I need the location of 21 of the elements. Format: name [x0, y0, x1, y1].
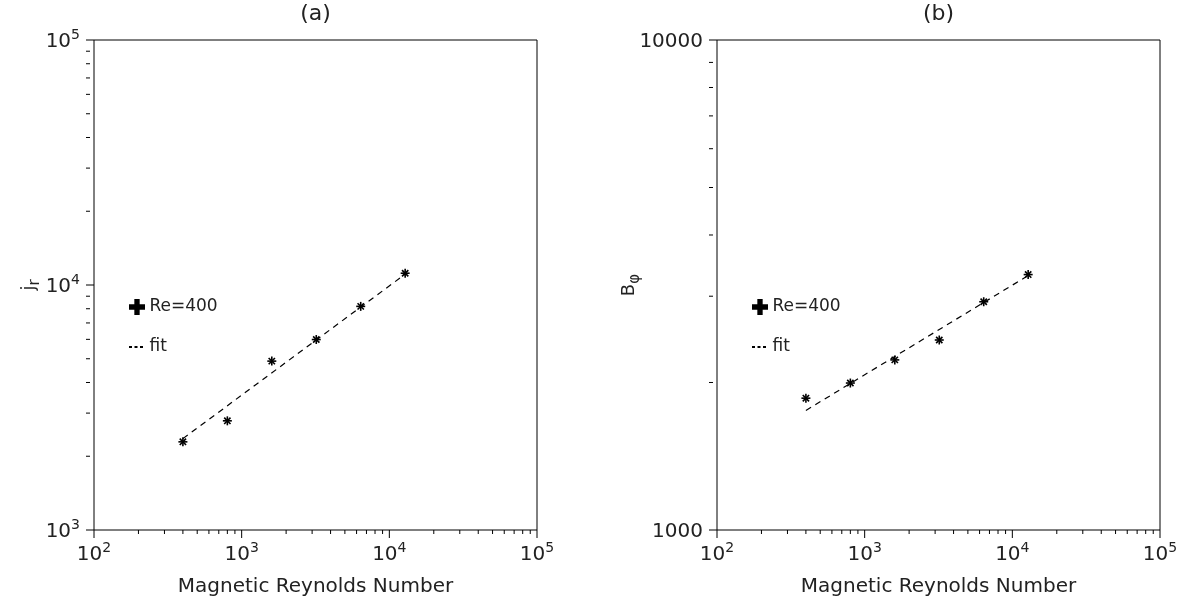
chart-title: (a) [299, 0, 332, 25]
x-tick-label: 10$^{5}$ [1142, 539, 1178, 565]
x-axis-title: Magnetic Reynolds Number [177, 573, 454, 597]
y-tick-label: 10$^{5}$ [45, 26, 80, 52]
y-tick-label: 10000 [639, 28, 703, 52]
x-tick-label: 10$^{2}$ [699, 539, 735, 565]
legend-label: fit [149, 334, 167, 355]
legend-label: Re=400 [149, 294, 218, 315]
x-tick-label: 10$^{2}$ [76, 539, 112, 565]
y-tick-label: 1000 [652, 518, 703, 542]
x-tick-label: 10$^{4}$ [995, 539, 1030, 565]
y-tick-label: 10$^{3}$ [45, 516, 80, 542]
chart-title: (b) [921, 0, 956, 25]
x-tick-label: 10$^{3}$ [847, 539, 882, 565]
x-axis-title: Magnetic Reynolds Number [800, 573, 1077, 597]
y-tick-label: 10$^{4}$ [45, 271, 81, 297]
legend-label: Re=400 [772, 294, 841, 315]
legend-label: fit [772, 334, 790, 355]
x-tick-label: 10$^{5}$ [519, 539, 555, 565]
x-tick-label: 10$^{4}$ [372, 539, 407, 565]
x-tick-label: 10$^{3}$ [224, 539, 259, 565]
